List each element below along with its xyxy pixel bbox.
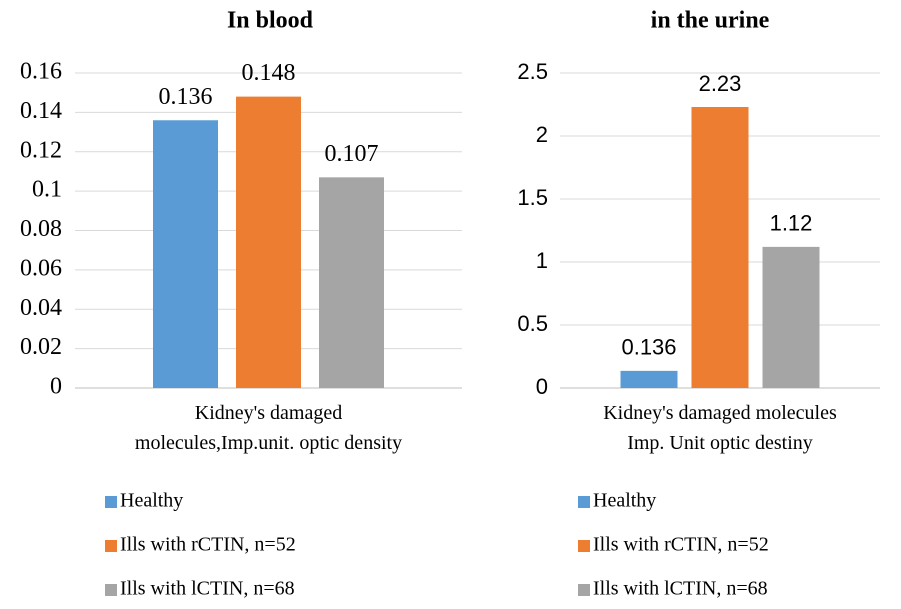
data-label: 1.12 [770,211,813,236]
y-tick-label: 0.08 [20,216,62,242]
bar [236,96,301,388]
y-tick-label: 0.1 [32,177,62,203]
legend-label: Ills with lCTIN, n=68 [593,578,768,600]
x-category-label: Kidney's damaged molecules,Imp.unit. opt… [134,402,403,454]
legend-swatch [105,584,117,596]
data-label: 0.136 [621,335,676,360]
data-label: 2.23 [699,71,742,96]
y-tick-label: 2.5 [517,59,548,84]
x-category-label: Kidney's damaged molecules Imp. Unit opt… [603,402,837,454]
y-tick-label: 2 [536,122,548,147]
bar [691,107,749,389]
bar [762,246,820,388]
legend-swatch [105,540,117,552]
legend-label: Ills with lCTIN, n=68 [120,578,295,600]
bar [620,370,678,388]
y-tick-label: 0.5 [517,311,548,336]
data-label: 0.136 [159,84,213,110]
y-tick-label: 0.06 [20,255,62,281]
y-tick-label: 0 [50,374,62,400]
legend-label: Ills with rCTIN, n=52 [593,534,769,556]
y-tick-label: 0 [536,374,548,399]
legend-swatch [578,540,590,552]
y-tick-label: 0.04 [20,295,62,321]
chart-title: In blood [227,8,314,34]
chart-title: in the urine [651,8,770,34]
legend-swatch [578,584,590,596]
data-label: 0.148 [242,60,296,86]
legend-label: Healthy [120,490,183,512]
legend-swatch [578,496,590,508]
bar [153,120,218,388]
y-tick-label: 0.02 [20,334,62,360]
y-tick-label: 1.5 [517,185,548,210]
y-tick-label: 1 [536,248,548,273]
data-label: 0.107 [325,141,379,167]
legend-label: Ills with rCTIN, n=52 [120,534,296,556]
y-tick-label: 0.16 [20,59,62,85]
y-tick-label: 0.14 [20,98,62,124]
legend-swatch [105,496,117,508]
bar [319,177,384,388]
legend-label: Healthy [593,490,656,512]
y-tick-label: 0.12 [20,137,62,163]
